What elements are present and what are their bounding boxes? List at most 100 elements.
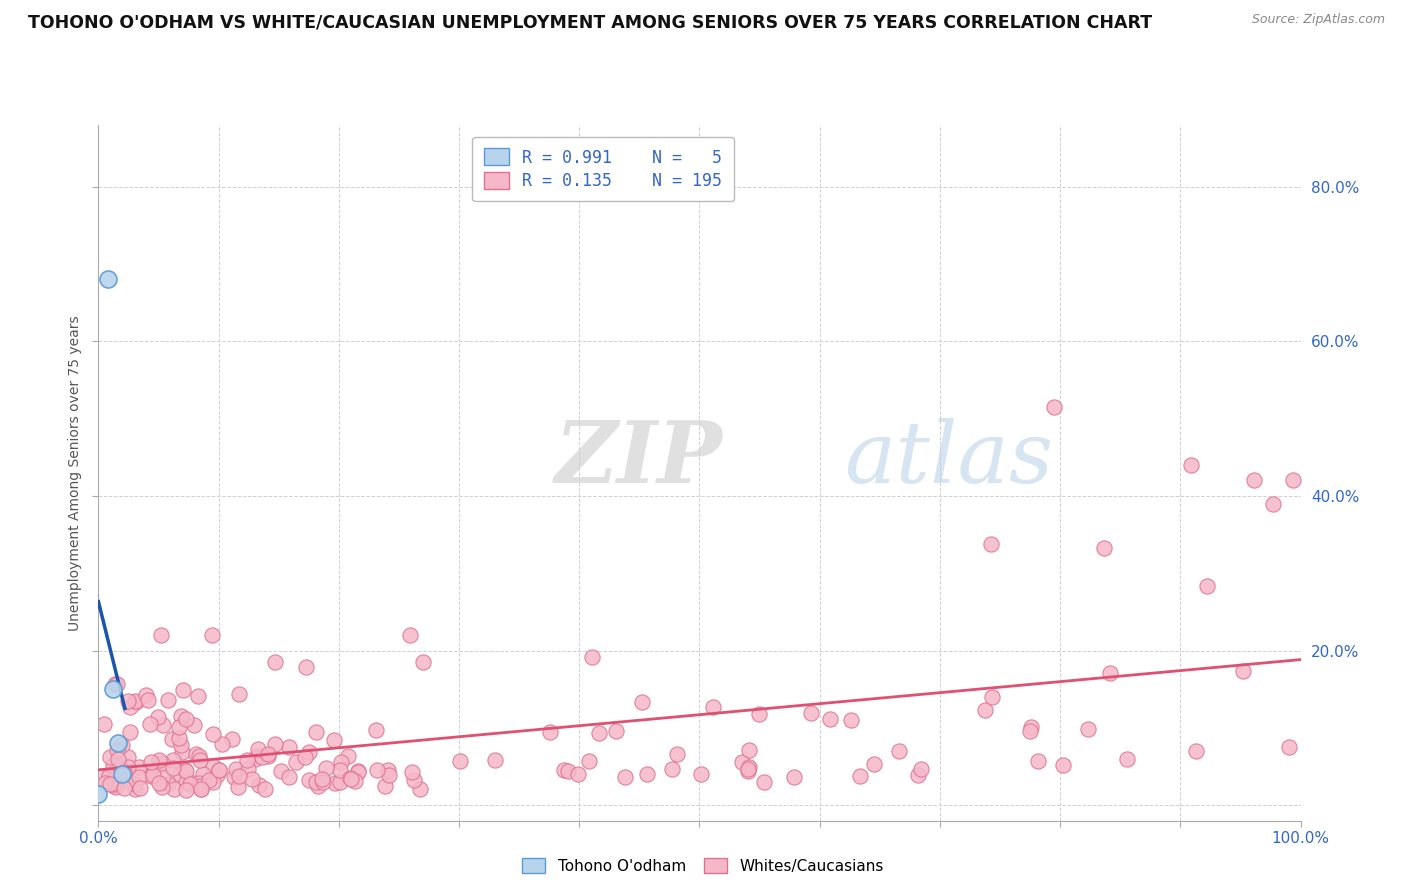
Point xyxy=(225,763,247,777)
Point xyxy=(117,694,139,708)
Point xyxy=(1232,664,1254,678)
Point xyxy=(409,781,432,796)
Point xyxy=(103,764,125,778)
Point xyxy=(347,764,370,779)
Point xyxy=(329,764,352,778)
Point xyxy=(250,750,273,764)
Point xyxy=(152,718,174,732)
Point xyxy=(315,761,337,775)
Point xyxy=(578,754,600,768)
Point xyxy=(107,752,129,766)
Legend: Tohono O'odham, Whites/Caucasians: Tohono O'odham, Whites/Caucasians xyxy=(516,852,890,880)
Point xyxy=(128,770,150,784)
Point xyxy=(162,761,184,775)
Point xyxy=(305,724,328,739)
Point xyxy=(246,742,269,756)
Point xyxy=(665,747,688,761)
Point xyxy=(800,706,823,720)
Point xyxy=(748,706,770,721)
Point xyxy=(738,743,761,757)
Point xyxy=(377,768,399,782)
Point xyxy=(111,767,134,781)
Point xyxy=(172,745,194,759)
Point xyxy=(148,754,170,768)
Point xyxy=(146,710,169,724)
Point xyxy=(149,628,172,642)
Point xyxy=(205,768,228,782)
Text: ZIP: ZIP xyxy=(555,417,723,500)
Point xyxy=(340,772,363,786)
Point xyxy=(181,776,204,790)
Point xyxy=(304,775,326,789)
Point xyxy=(87,787,110,801)
Point xyxy=(329,774,352,789)
Point xyxy=(187,748,209,763)
Point xyxy=(284,756,307,770)
Point xyxy=(120,699,142,714)
Point xyxy=(114,765,136,780)
Point xyxy=(240,772,263,786)
Point xyxy=(731,756,754,770)
Point xyxy=(188,779,211,793)
Point xyxy=(377,763,399,777)
Point xyxy=(323,732,346,747)
Y-axis label: Unemployment Among Seniors over 75 years: Unemployment Among Seniors over 75 years xyxy=(67,315,82,631)
Point xyxy=(198,773,221,788)
Point xyxy=(148,776,170,790)
Point xyxy=(170,708,193,723)
Point xyxy=(129,780,152,795)
Point xyxy=(97,768,120,782)
Point xyxy=(202,758,225,772)
Point xyxy=(257,748,280,763)
Point xyxy=(190,781,212,796)
Point xyxy=(323,775,346,789)
Point xyxy=(887,744,910,758)
Point xyxy=(124,776,146,790)
Point xyxy=(124,781,146,796)
Point xyxy=(298,745,321,759)
Point xyxy=(139,755,162,769)
Point xyxy=(104,677,127,691)
Point xyxy=(184,747,207,761)
Point xyxy=(111,738,134,752)
Point xyxy=(190,781,212,796)
Point xyxy=(737,762,759,776)
Point xyxy=(1019,724,1042,739)
Point xyxy=(152,769,174,783)
Point xyxy=(150,756,173,770)
Point xyxy=(142,768,165,782)
Point xyxy=(105,677,128,691)
Point xyxy=(980,537,1002,551)
Point xyxy=(401,764,423,779)
Point xyxy=(174,764,197,778)
Point xyxy=(336,749,359,764)
Point xyxy=(1185,744,1208,758)
Point xyxy=(139,769,162,783)
Point xyxy=(174,775,197,789)
Point xyxy=(1243,473,1265,487)
Point xyxy=(737,764,759,779)
Point xyxy=(374,779,396,793)
Point xyxy=(263,737,285,751)
Point xyxy=(117,773,139,788)
Point xyxy=(329,755,352,769)
Point xyxy=(298,772,321,787)
Point xyxy=(124,694,146,708)
Point xyxy=(246,749,269,764)
Point xyxy=(581,649,603,664)
Point xyxy=(910,762,932,776)
Point xyxy=(981,690,1004,704)
Point xyxy=(103,772,125,786)
Point xyxy=(307,779,329,793)
Point xyxy=(169,766,191,780)
Point xyxy=(346,764,368,778)
Point xyxy=(312,775,335,789)
Point xyxy=(247,778,270,792)
Point xyxy=(167,731,190,746)
Point xyxy=(228,687,250,701)
Point xyxy=(1092,541,1115,556)
Point xyxy=(211,737,233,751)
Point xyxy=(162,731,184,746)
Point xyxy=(118,725,141,739)
Point xyxy=(754,774,776,789)
